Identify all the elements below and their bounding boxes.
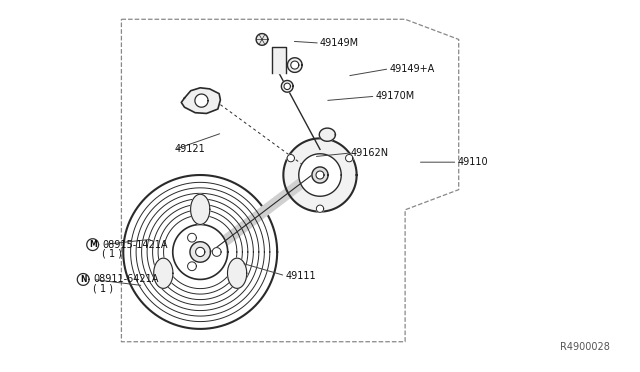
Polygon shape <box>196 247 205 257</box>
Polygon shape <box>190 242 211 262</box>
Polygon shape <box>212 247 221 256</box>
Text: ( 1 ): ( 1 ) <box>102 249 122 259</box>
Text: 49121: 49121 <box>175 144 205 154</box>
Polygon shape <box>188 233 196 242</box>
Polygon shape <box>316 171 324 179</box>
Text: 49111: 49111 <box>285 271 316 281</box>
Polygon shape <box>299 154 341 196</box>
Polygon shape <box>346 154 353 162</box>
Text: 08911-6421A: 08911-6421A <box>93 275 159 285</box>
Polygon shape <box>287 154 294 162</box>
Polygon shape <box>282 80 293 92</box>
Polygon shape <box>284 138 356 212</box>
Polygon shape <box>227 258 247 288</box>
Polygon shape <box>87 239 99 250</box>
Text: ( 1 ): ( 1 ) <box>93 283 113 294</box>
Polygon shape <box>312 167 328 183</box>
Polygon shape <box>319 128 335 141</box>
Text: N: N <box>80 275 86 284</box>
Text: 49170M: 49170M <box>376 91 415 101</box>
Text: 49162N: 49162N <box>350 148 388 158</box>
Text: 08915-1421A: 08915-1421A <box>102 240 168 250</box>
Text: 49149M: 49149M <box>320 38 359 48</box>
Text: M: M <box>89 240 97 249</box>
Polygon shape <box>291 61 299 69</box>
Polygon shape <box>173 224 228 279</box>
Text: 49110: 49110 <box>458 157 488 167</box>
Text: R4900028: R4900028 <box>560 341 610 352</box>
Polygon shape <box>77 273 89 285</box>
Polygon shape <box>181 88 220 113</box>
Polygon shape <box>284 83 291 90</box>
Polygon shape <box>287 58 302 73</box>
Text: 49149+A: 49149+A <box>389 64 435 74</box>
Polygon shape <box>154 258 173 288</box>
Polygon shape <box>316 205 324 212</box>
Polygon shape <box>256 33 268 45</box>
Polygon shape <box>188 262 196 271</box>
Polygon shape <box>124 175 277 329</box>
Polygon shape <box>191 194 210 224</box>
Polygon shape <box>272 48 286 73</box>
Polygon shape <box>195 94 208 107</box>
